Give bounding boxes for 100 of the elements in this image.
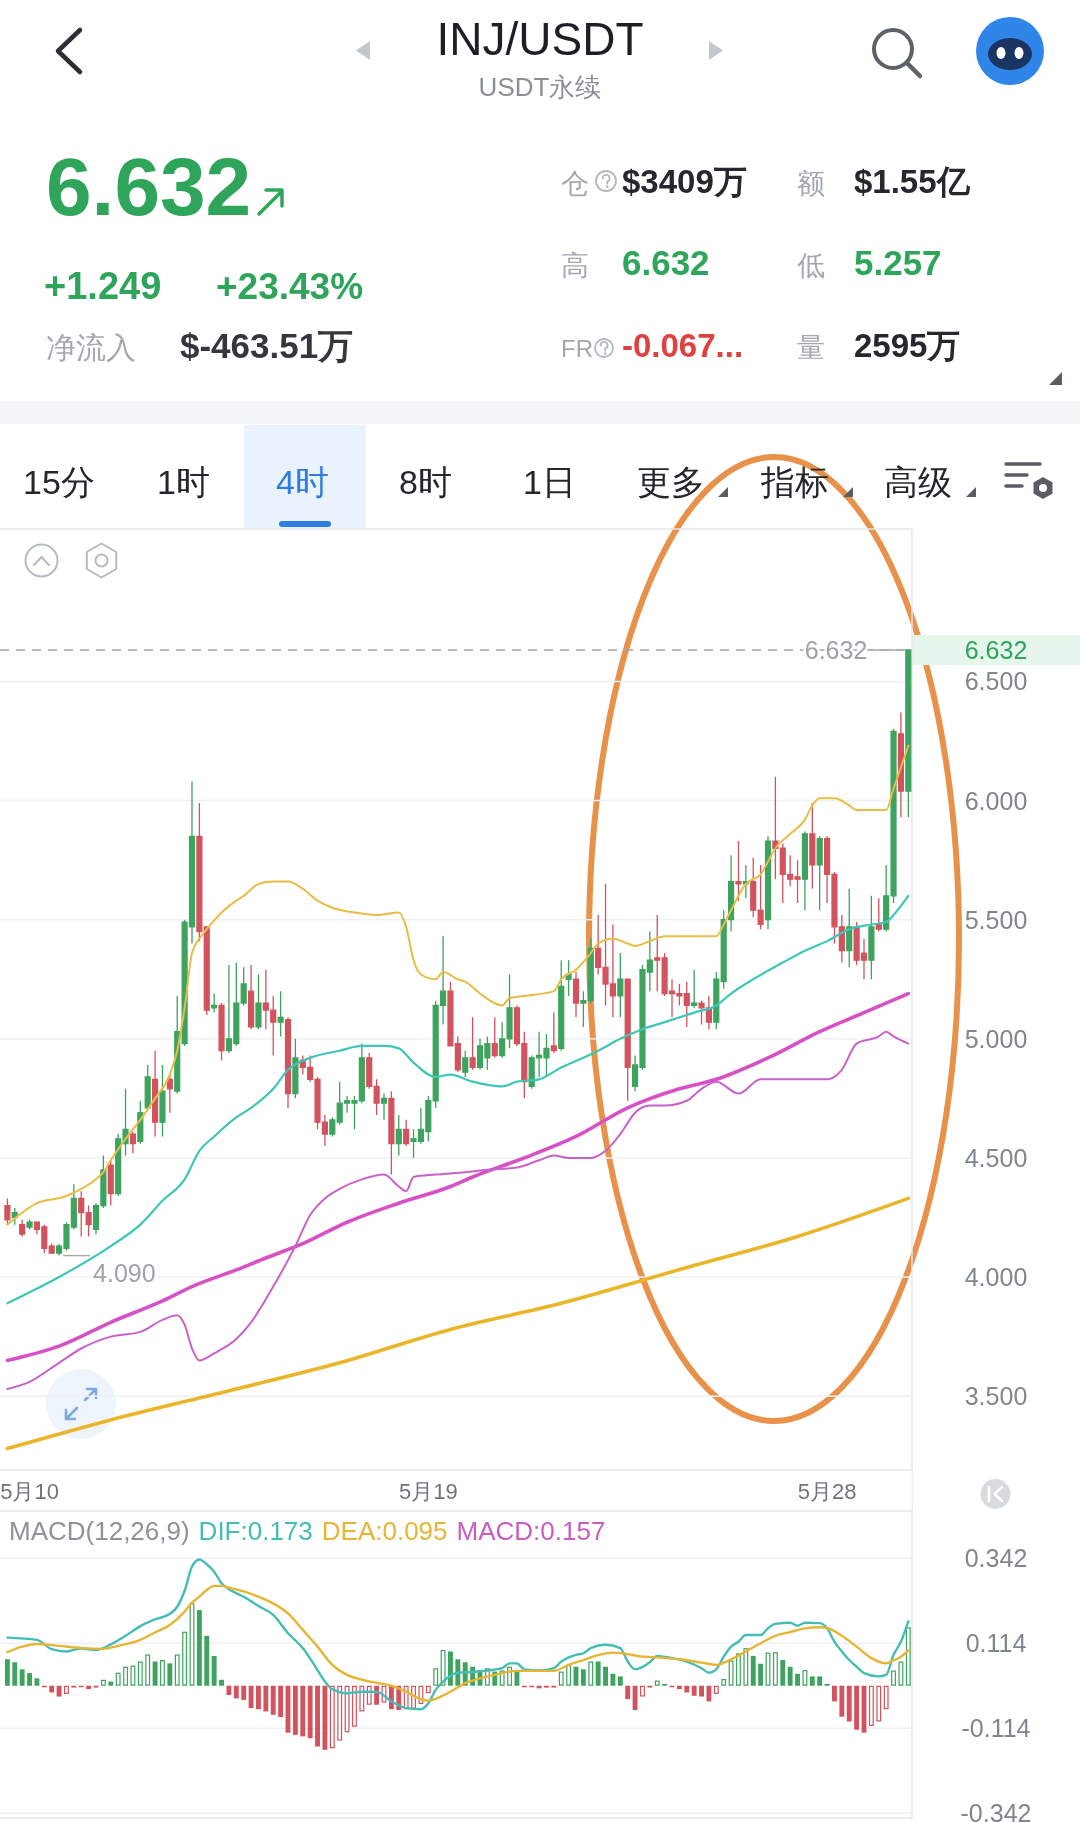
text: 净流入: [46, 331, 136, 364]
bar: [19, 1669, 25, 1686]
y-tick-label: 4.500: [964, 1143, 1028, 1172]
bar: [876, 1685, 882, 1722]
candlestick: [277, 990, 284, 1038]
bar: [204, 1635, 210, 1686]
bar: [787, 1666, 793, 1686]
bar: [728, 1660, 734, 1686]
bar: [706, 1685, 712, 1702]
candlestick: [816, 835, 823, 911]
candlestick: [580, 990, 587, 1028]
bar: [588, 1661, 594, 1686]
bar: [137, 1661, 143, 1686]
bar: [226, 1685, 232, 1696]
bar: [676, 1685, 682, 1690]
text: 低: [797, 250, 825, 281]
bar: [56, 1685, 62, 1697]
candlestick: [565, 959, 572, 997]
candlestick: [801, 830, 809, 911]
bar: [772, 1652, 778, 1686]
bar: [632, 1685, 638, 1710]
bar: [514, 1671, 520, 1686]
bar: [699, 1685, 704, 1697]
bar: [721, 1679, 727, 1686]
candlestick: [292, 1038, 299, 1100]
bar: [4, 1659, 10, 1686]
bar: [603, 1666, 608, 1686]
legend-title: MACD(12,26,9): [9, 1516, 190, 1546]
bar: [152, 1661, 158, 1686]
candlestick: [572, 971, 580, 1019]
bar: [625, 1685, 631, 1700]
text: 15分: [23, 463, 95, 501]
candlestick: [373, 1078, 380, 1116]
bar: [795, 1673, 800, 1686]
bar: [558, 1671, 564, 1686]
bar: [115, 1672, 121, 1686]
annotation: 4.090: [93, 1258, 156, 1287]
bar: [750, 1655, 756, 1686]
bar: [832, 1685, 837, 1702]
bar: [802, 1670, 808, 1686]
candlestick: [764, 835, 772, 930]
candlestick: [491, 1016, 498, 1059]
bar: [580, 1669, 586, 1686]
candlestick: [558, 959, 565, 1052]
series-label: DIF:0.173: [198, 1516, 313, 1546]
candlestick: [868, 895, 875, 980]
bar: [352, 1685, 357, 1727]
text: 5.257: [854, 243, 942, 282]
text: +1.249: [44, 265, 162, 307]
text: $-463.51万: [180, 326, 354, 365]
bar: [145, 1654, 151, 1686]
text: 额: [797, 168, 825, 199]
text: 指标: [760, 463, 829, 501]
bar: [898, 1661, 904, 1686]
candlestick: [713, 971, 720, 1030]
candlestick: [772, 776, 779, 880]
candlestick: [550, 1011, 557, 1054]
candlestick: [846, 888, 853, 968]
bar: [329, 1685, 335, 1749]
bar: [12, 1662, 18, 1686]
y-tick-label: -0.342: [960, 1799, 1032, 1822]
text: $1.55亿: [854, 163, 971, 200]
bar: [846, 1685, 852, 1722]
text: 仓: [561, 168, 589, 199]
candlestick: [144, 1064, 151, 1111]
y-tick-label: 6.000: [964, 786, 1028, 815]
text: $3409万: [622, 163, 747, 200]
text: 6.632: [46, 141, 252, 232]
candlestick: [875, 897, 882, 933]
candlestick: [742, 864, 749, 899]
candlestick: [247, 964, 255, 1030]
bar: [359, 1685, 365, 1712]
bar: [27, 1673, 32, 1686]
bar: [839, 1685, 845, 1717]
bar: [758, 1663, 764, 1686]
candlestick: [380, 1092, 388, 1121]
candlestick: [905, 649, 912, 818]
bar: [640, 1685, 645, 1697]
bar: [278, 1685, 284, 1718]
x-tick-label: 5月10: [0, 1478, 59, 1504]
text: 6.632: [622, 243, 710, 282]
bar: [883, 1685, 889, 1710]
bar: [713, 1685, 719, 1694]
candlestick: [735, 840, 742, 902]
y-tick-label: 0.114: [965, 1629, 1027, 1658]
y-tick-label: -0.114: [961, 1714, 1031, 1743]
bar: [167, 1663, 173, 1686]
bar: [809, 1676, 815, 1686]
bar: [854, 1685, 860, 1730]
bar: [64, 1685, 69, 1694]
bar: [86, 1685, 92, 1690]
candlestick: [757, 864, 764, 930]
candlestick: [720, 909, 727, 990]
bar: [130, 1665, 136, 1686]
candlestick: [26, 1219, 33, 1231]
y-tick-label: 4.000: [964, 1263, 1028, 1292]
x-tick-label: 5月28: [797, 1478, 857, 1504]
text: 高级: [884, 463, 952, 501]
candlestick: [4, 1197, 11, 1226]
ref-line-label: 6.632: [964, 636, 1028, 665]
